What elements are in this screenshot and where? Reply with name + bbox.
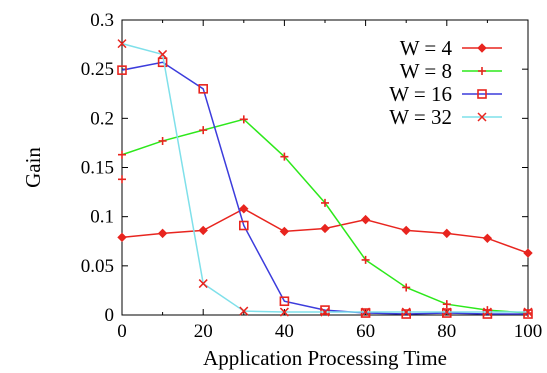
data-point xyxy=(477,112,487,122)
data-point xyxy=(402,283,411,292)
data-point xyxy=(239,115,248,124)
legend-label: W = 8 xyxy=(400,59,452,83)
axes: 0 20 40 60 80 100 0 0.05 0.1 0.15 0.2 0.25 0.3 xyxy=(81,10,543,342)
y-tick-label: 0.05 xyxy=(81,256,114,277)
data-point xyxy=(117,65,127,75)
series-group xyxy=(117,39,533,319)
series-line xyxy=(121,42,528,313)
data-point xyxy=(523,309,533,319)
data-point xyxy=(477,89,487,99)
data-point xyxy=(477,43,487,53)
data-point xyxy=(239,306,249,316)
data-point xyxy=(401,309,412,319)
data-point xyxy=(280,152,289,161)
x-tick-label: 0 xyxy=(117,321,127,342)
data-point xyxy=(442,307,452,317)
x-axis-title: Application Processing Time xyxy=(203,346,447,370)
data-point xyxy=(198,279,208,289)
data-point xyxy=(360,214,371,225)
data-point xyxy=(279,307,289,317)
data-point xyxy=(157,228,168,239)
legend-label: W = 4 xyxy=(400,36,453,60)
x-tick-label: 60 xyxy=(356,321,375,342)
data-point xyxy=(361,255,370,264)
legend-label: W = 16 xyxy=(389,82,452,106)
data-point xyxy=(117,39,127,49)
data-point xyxy=(279,226,290,237)
series-w-8 xyxy=(118,115,532,318)
data-point xyxy=(158,136,167,145)
data-point xyxy=(441,308,452,318)
series-w-4 xyxy=(117,204,533,258)
y-tick-label: 0.15 xyxy=(81,158,114,179)
legend-entry: W = 32 xyxy=(389,105,502,129)
y-axis-title: Gain xyxy=(21,147,45,188)
data-point xyxy=(118,150,126,159)
data-point xyxy=(239,204,249,214)
data-point xyxy=(239,220,249,231)
series-w-16 xyxy=(117,57,533,319)
y-tick-label: 0 xyxy=(105,305,115,326)
y-tick-label: 0.2 xyxy=(90,108,114,129)
data-point xyxy=(523,248,533,258)
data-point xyxy=(482,233,493,244)
data-point xyxy=(482,309,493,319)
legend: W = 4W = 8W = 16W = 32 xyxy=(389,36,502,129)
legend-entry: W = 8 xyxy=(400,59,502,83)
y-tick-label: 0.3 xyxy=(90,10,114,31)
data-point xyxy=(158,49,168,59)
data-point xyxy=(482,307,492,317)
data-point xyxy=(118,175,126,184)
x-tick-label: 40 xyxy=(275,321,294,342)
x-tick-label: 20 xyxy=(194,321,213,342)
data-point xyxy=(320,307,330,317)
legend-entry: W = 16 xyxy=(389,82,502,106)
data-point xyxy=(442,228,452,239)
legend-label: W = 32 xyxy=(389,105,452,129)
x-tick-label: 80 xyxy=(437,321,456,342)
data-point xyxy=(321,198,329,207)
data-point xyxy=(478,67,486,75)
data-point xyxy=(401,225,411,236)
data-point xyxy=(198,84,208,94)
series-line xyxy=(121,61,528,315)
data-point xyxy=(320,305,330,315)
data-point xyxy=(442,300,451,309)
data-point xyxy=(361,307,371,317)
data-point xyxy=(360,308,371,318)
data-point xyxy=(320,223,330,234)
data-point xyxy=(279,296,290,307)
series-line xyxy=(121,118,529,314)
data-point xyxy=(523,307,533,317)
legend-entry: W = 4 xyxy=(400,36,502,60)
data-point xyxy=(117,232,127,243)
y-tick-label: 0.25 xyxy=(81,59,114,80)
data-point xyxy=(401,307,411,317)
data-point xyxy=(198,225,208,236)
series-w-32 xyxy=(117,39,533,317)
y-tick-label: 0.1 xyxy=(90,207,114,228)
x-tick-label: 100 xyxy=(514,321,543,342)
data-point xyxy=(199,126,208,135)
